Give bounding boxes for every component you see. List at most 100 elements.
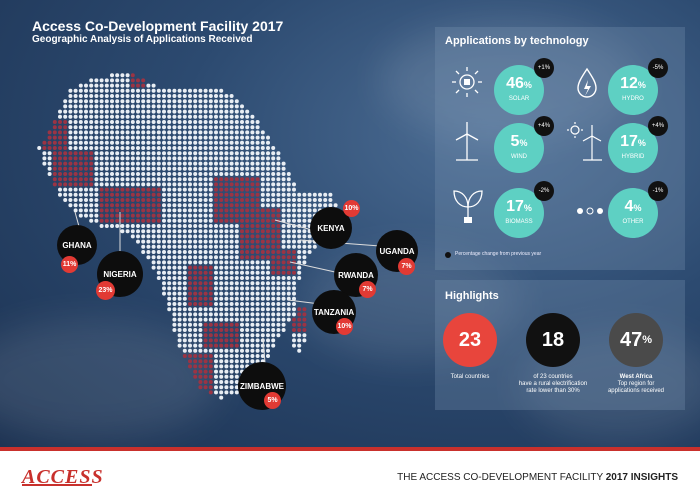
map-dot — [214, 99, 218, 104]
map-dot — [156, 120, 161, 124]
map-dot — [99, 156, 104, 161]
map-dot — [182, 130, 187, 135]
map-dot — [115, 94, 120, 98]
map-dot-highlight — [260, 229, 265, 234]
map-dot-highlight — [292, 250, 296, 254]
map-dot — [224, 390, 229, 395]
map-dot — [120, 182, 125, 187]
map-dot-highlight — [297, 322, 302, 327]
map-dot — [297, 234, 302, 239]
map-dot — [182, 276, 187, 280]
map-dot — [188, 151, 192, 156]
map-dot — [156, 99, 161, 104]
map-dot — [203, 109, 208, 114]
map-dot — [234, 104, 239, 109]
map-dot — [172, 229, 177, 234]
map-dot — [266, 198, 270, 202]
map-dot — [219, 135, 224, 140]
map-dot — [188, 218, 192, 223]
map-dot-highlight — [52, 130, 57, 135]
map-dot — [73, 198, 78, 202]
map-dot — [167, 270, 172, 275]
map-dot-highlight — [84, 182, 88, 187]
map-dot — [182, 182, 187, 187]
map-dot — [188, 328, 192, 332]
map-dot — [214, 348, 218, 353]
map-dot-highlight — [229, 177, 234, 182]
map-dot — [162, 260, 166, 265]
map-dot — [271, 146, 276, 150]
map-dot — [286, 234, 291, 239]
map-dot — [286, 244, 291, 249]
map-dot — [198, 88, 203, 93]
map-dot — [203, 348, 208, 353]
map-dot-highlight — [203, 369, 208, 374]
map-dot — [120, 114, 125, 119]
map-dot — [193, 333, 198, 338]
map-dot — [151, 88, 156, 93]
map-dot — [188, 244, 192, 249]
map-dot — [271, 151, 276, 156]
map-dot — [276, 187, 281, 192]
map-dot — [276, 286, 281, 291]
map-dot-highlight — [271, 244, 276, 249]
map-dot — [255, 354, 260, 358]
map-dot-highlight — [203, 276, 208, 280]
map-dot — [156, 109, 161, 114]
map-dot — [177, 120, 182, 124]
map-dot — [104, 104, 109, 109]
map-dot-highlight — [146, 198, 151, 202]
map-dot-highlight — [130, 203, 135, 208]
map-dot-highlight — [89, 182, 94, 187]
map-dot — [63, 114, 68, 119]
map-dot — [198, 151, 203, 156]
map-dot — [266, 270, 270, 275]
map-dot-highlight — [141, 203, 146, 208]
map-dot-highlight — [110, 208, 114, 213]
map-dot — [245, 354, 250, 358]
map-dot-highlight — [188, 281, 192, 286]
map-dot — [214, 307, 218, 312]
map-dot — [104, 88, 109, 93]
map-dot — [198, 99, 203, 104]
map-dot — [177, 88, 182, 93]
map-dot-highlight — [245, 192, 250, 197]
country-ghana[interactable]: GHANA — [57, 225, 97, 265]
map-dot — [193, 94, 198, 98]
map-dot — [203, 187, 208, 192]
map-dot — [177, 338, 182, 343]
map-dot — [167, 250, 172, 254]
map-dot-highlight — [297, 317, 302, 322]
map-dot-highlight — [208, 270, 213, 275]
map-dot — [214, 291, 218, 296]
map-dot — [224, 125, 229, 130]
hydro-change-badge: -5% — [648, 58, 668, 78]
map-dot — [250, 156, 255, 161]
map-dot — [146, 166, 151, 171]
map-dot — [177, 234, 182, 239]
map-dot-highlight — [193, 286, 198, 291]
map-dot — [141, 151, 146, 156]
map-dot — [104, 172, 109, 176]
map-dot-highlight — [198, 380, 203, 384]
map-dot — [182, 104, 187, 109]
map-dot — [141, 182, 146, 187]
map-dot — [292, 312, 296, 317]
map-dot — [198, 208, 203, 213]
hybrid-stat: 17% HYBRID — [608, 123, 658, 173]
map-dot-highlight — [47, 130, 52, 135]
map-dot — [297, 229, 302, 234]
map-dot — [130, 125, 135, 130]
map-dot-highlight — [63, 166, 68, 171]
map-dot — [182, 109, 187, 114]
map-dot — [266, 265, 270, 270]
map-dot — [172, 182, 177, 187]
map-dot — [245, 114, 250, 119]
map-dot-highlight — [89, 161, 94, 166]
map-dot-highlight — [250, 218, 255, 223]
map-dot — [198, 109, 203, 114]
map-dot — [136, 182, 140, 187]
map-dot — [104, 182, 109, 187]
map-dot — [182, 208, 187, 213]
map-dot — [120, 151, 125, 156]
